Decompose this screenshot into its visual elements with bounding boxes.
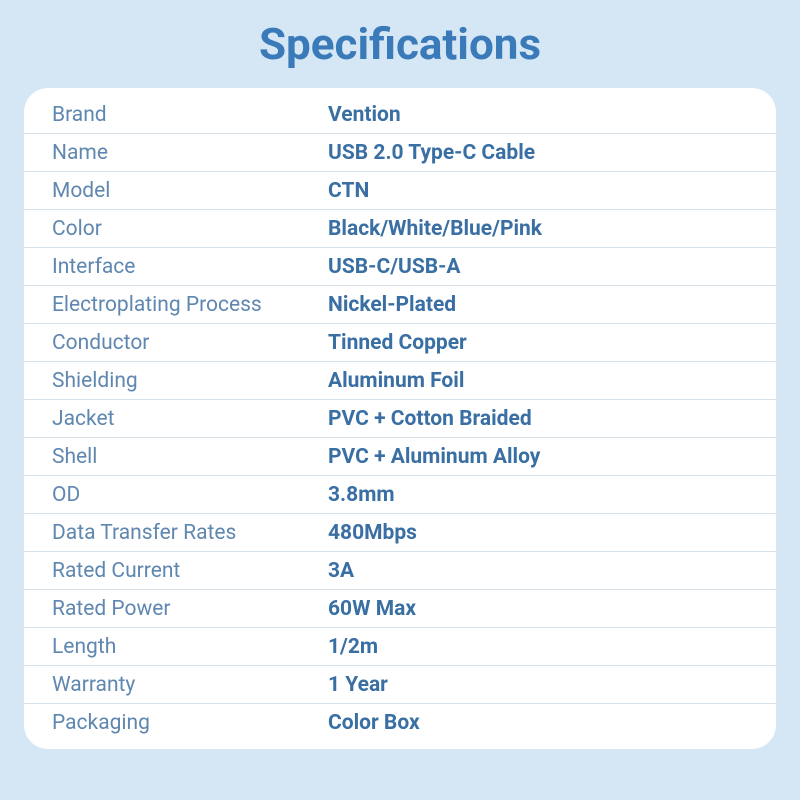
spec-value: PVC + Aluminum Alloy [328,445,748,469]
spec-label: Warranty [52,673,328,697]
spec-value: USB-C/USB-A [328,255,748,279]
spec-label: Conductor [52,331,328,355]
spec-row: Length 1/2m [24,628,776,666]
spec-row: Warranty 1 Year [24,666,776,704]
spec-row: Data Transfer Rates 480Mbps [24,514,776,552]
spec-label: Packaging [52,711,328,735]
spec-label: Electroplating Process [52,293,328,317]
spec-label: Data Transfer Rates [52,521,328,545]
spec-label: OD [52,483,328,507]
spec-row: Model CTN [24,172,776,210]
spec-label: Rated Current [52,559,328,583]
spec-row: Packaging Color Box [24,704,776,741]
spec-label: Interface [52,255,328,279]
spec-label: Model [52,179,328,203]
spec-value: 480Mbps [328,521,748,545]
spec-row: Shielding Aluminum Foil [24,362,776,400]
spec-row: Conductor Tinned Copper [24,324,776,362]
spec-value: USB 2.0 Type-C Cable [328,141,748,165]
spec-value: Tinned Copper [328,331,748,355]
spec-row: OD 3.8mm [24,476,776,514]
spec-value: 3A [328,559,748,583]
spec-value: Aluminum Foil [328,369,748,393]
spec-value: 60W Max [328,597,748,621]
spec-value: PVC + Cotton Braided [328,407,748,431]
spec-value: CTN [328,179,748,203]
spec-row: Color Black/White/Blue/Pink [24,210,776,248]
spec-value: Black/White/Blue/Pink [328,217,748,241]
spec-label: Length [52,635,328,659]
spec-label: Rated Power [52,597,328,621]
spec-label: Name [52,141,328,165]
page-title: Specifications [259,18,541,70]
spec-label: Jacket [52,407,328,431]
spec-row: Brand Vention [24,96,776,134]
spec-row: Interface USB-C/USB-A [24,248,776,286]
spec-value: Color Box [328,711,748,735]
spec-label: Shielding [52,369,328,393]
spec-value: 1/2m [328,635,748,659]
specifications-card: Brand Vention Name USB 2.0 Type-C Cable … [24,88,776,749]
spec-value: Vention [328,103,748,127]
spec-label: Shell [52,445,328,469]
spec-row: Rated Power 60W Max [24,590,776,628]
spec-value: 1 Year [328,673,748,697]
spec-row: Rated Current 3A [24,552,776,590]
spec-row: Jacket PVC + Cotton Braided [24,400,776,438]
spec-label: Color [52,217,328,241]
spec-row: Name USB 2.0 Type-C Cable [24,134,776,172]
spec-value: 3.8mm [328,483,748,507]
spec-row: Electroplating Process Nickel-Plated [24,286,776,324]
spec-value: Nickel-Plated [328,293,748,317]
spec-label: Brand [52,103,328,127]
spec-row: Shell PVC + Aluminum Alloy [24,438,776,476]
